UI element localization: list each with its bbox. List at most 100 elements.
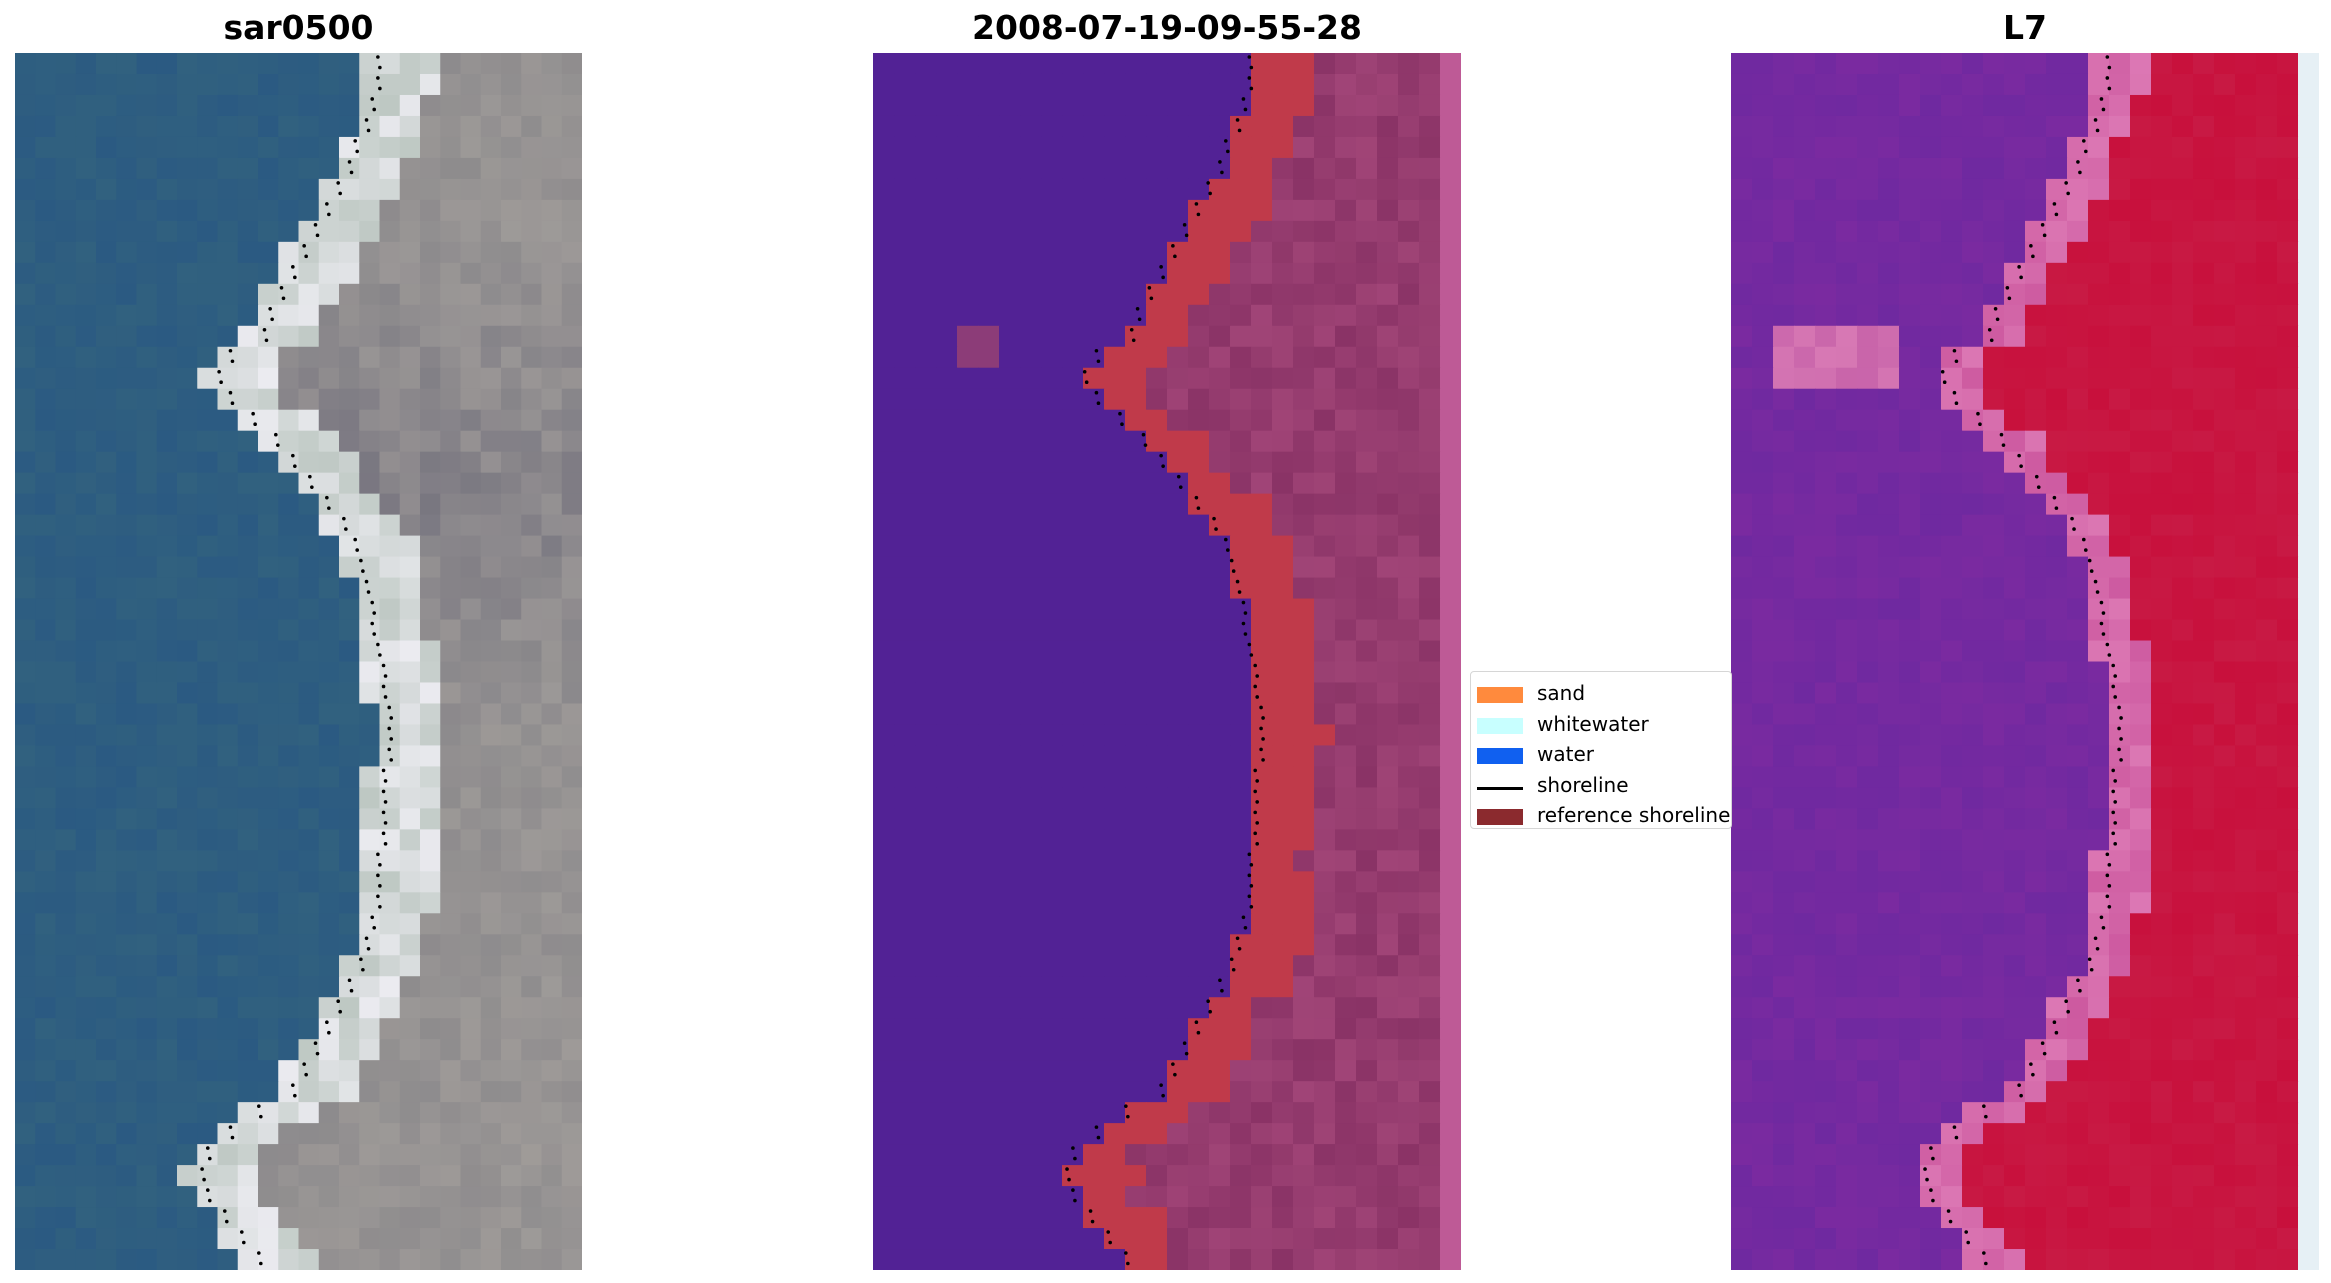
class-pixel: [1230, 724, 1252, 747]
index-pixel: [2046, 724, 2068, 747]
rgb-pixel: [460, 1123, 482, 1145]
index-pixel: [1920, 1165, 1942, 1187]
rgb-pixel: [460, 724, 482, 747]
rgb-pixel: [440, 367, 462, 390]
class-pixel: [873, 283, 895, 306]
class-pixel: [1062, 913, 1084, 935]
index-pixel: [1773, 325, 1795, 348]
index-pixel: [2151, 535, 2173, 558]
index-pixel: [1773, 1102, 1795, 1124]
index-pixel: [1794, 1123, 1816, 1145]
class-pixel: [957, 430, 979, 453]
class-pixel: [1272, 682, 1294, 705]
index-pixel: [2214, 1018, 2236, 1040]
class-pixel: [1314, 430, 1336, 453]
class-pixel: [915, 682, 937, 705]
rgb-pixel: [561, 997, 582, 1019]
index-pixel: [2277, 1060, 2299, 1082]
rgb-pixel: [460, 199, 482, 222]
index-pixel: [2109, 619, 2131, 642]
rgb-pixel: [35, 199, 57, 222]
class-pixel: [1167, 94, 1189, 117]
class-pixel: [1041, 178, 1063, 201]
rgb-pixel: [75, 787, 97, 809]
rgb-pixel: [460, 577, 482, 600]
rgb-pixel: [541, 1039, 563, 1061]
class-pixel: [1314, 73, 1336, 96]
class-shoreline-dot: [1261, 737, 1265, 741]
class-pixel: [1188, 388, 1210, 411]
rgb-pixel: [480, 157, 502, 180]
index-pixel: [1899, 346, 1921, 369]
class-shoreline-dot: [1241, 600, 1246, 605]
index-pixel: [1983, 703, 2005, 726]
rgb-pixel: [75, 535, 97, 558]
index-pixel: [2298, 619, 2319, 642]
rgb-pixel: [561, 451, 582, 474]
rgb-pixel: [541, 661, 563, 684]
rgb-pixel: [136, 1102, 158, 1124]
class-pixel: [915, 829, 937, 851]
index-pixel: [1941, 619, 1963, 642]
class-pixel: [936, 619, 958, 642]
index-pixel: [1773, 934, 1795, 956]
rgb-pixel: [116, 1228, 138, 1250]
index-pixel: [1752, 850, 1774, 872]
rgb-pixel: [116, 640, 138, 663]
rgb-pixel: [440, 976, 462, 998]
index-pixel: [2151, 808, 2173, 830]
rgb-pixel: [136, 1207, 158, 1229]
class-pixel: [978, 1039, 1000, 1061]
class-pixel: [1146, 997, 1168, 1019]
index-pixel: [1794, 766, 1816, 788]
class-pixel: [1251, 514, 1273, 537]
index-pixel: [2067, 976, 2089, 998]
rgb-pixel: [116, 73, 138, 96]
index-pixel: [2277, 262, 2299, 285]
class-shoreline-dot: [1247, 55, 1252, 59]
class-pixel: [999, 892, 1021, 914]
class-pixel: [915, 73, 937, 96]
class-pixel: [1062, 1081, 1084, 1103]
rgb-pixel: [521, 136, 543, 159]
rgb-pixel: [318, 1018, 340, 1040]
class-pixel: [1230, 388, 1252, 411]
index-pixel: [2130, 850, 2152, 872]
rgb-pixel: [521, 745, 543, 768]
rgb-pixel: [561, 1144, 582, 1166]
index-pixel: [2298, 1018, 2319, 1040]
rgb-pixel: [379, 661, 401, 684]
class-pixel: [1356, 388, 1378, 411]
class-pixel: [936, 1123, 958, 1145]
class-pixel: [1440, 766, 1461, 788]
rgb-pixel: [521, 1123, 543, 1145]
class-pixel: [873, 1165, 895, 1187]
rgb-pixel: [55, 1249, 77, 1270]
class-shoreline-dot: [1226, 548, 1230, 552]
class-pixel: [1398, 53, 1420, 75]
index-pixel: [2172, 241, 2194, 264]
class-pixel: [1083, 871, 1105, 893]
index-pixel: [1752, 661, 1774, 684]
rgb-pixel: [116, 1018, 138, 1040]
class-pixel: [1251, 157, 1273, 180]
rgb-pixel: [318, 325, 340, 348]
class-pixel: [1125, 871, 1147, 893]
rgb-pixel: [561, 850, 582, 872]
class-pixel: [1104, 703, 1126, 726]
class-pixel: [978, 766, 1000, 788]
index-pixel: [2025, 304, 2047, 327]
rgb-pixel: [379, 493, 401, 516]
index-pixel: [1878, 997, 1900, 1019]
index-pixel: [1836, 892, 1858, 914]
index-pixel: [2193, 346, 2215, 369]
rgb-pixel: [440, 934, 462, 956]
rgb-pixel: [318, 829, 340, 851]
index-pixel: [2214, 136, 2236, 159]
index-pixel: [1731, 997, 1753, 1019]
index-pixel: [1731, 1081, 1753, 1103]
rgb-pixel: [440, 1207, 462, 1229]
class-pixel: [894, 157, 916, 180]
index-pixel: [2025, 661, 2047, 684]
index-pixel: [1815, 1018, 1837, 1040]
